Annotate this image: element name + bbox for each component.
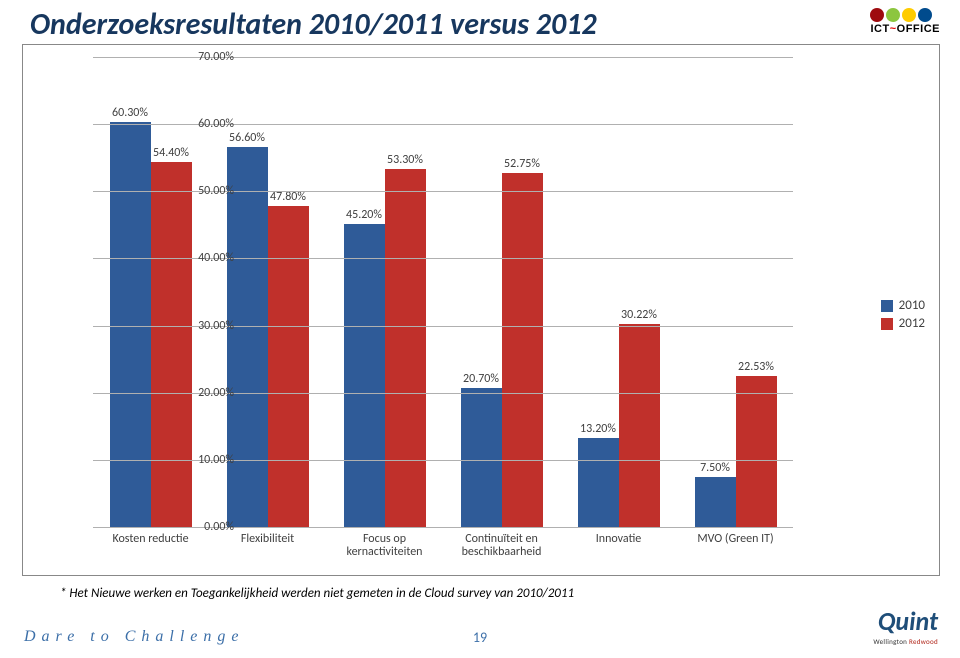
ict-ball xyxy=(886,8,900,22)
y-axis-label: 70.00% xyxy=(174,50,234,64)
x-axis-label: Focus opkernactiviteiten xyxy=(347,533,423,559)
bar-value-label: 13.20% xyxy=(580,422,616,436)
bar-value-label: 54.40% xyxy=(153,146,189,160)
quint-logo: Quint Wellington Redwood xyxy=(873,605,938,646)
ict-ball xyxy=(870,8,884,22)
x-axis-label: Flexibiliteit xyxy=(241,533,294,546)
legend-label: 2010 xyxy=(899,298,925,313)
ict-office-text: ICT~OFFICE xyxy=(870,23,940,35)
y-axis-label: 30.00% xyxy=(174,319,234,333)
bar-2012 xyxy=(268,206,309,527)
legend-item: 2012 xyxy=(881,316,925,331)
bar-value-label: 45.20% xyxy=(346,208,382,222)
bar-value-label: 56.60% xyxy=(229,131,265,145)
bar-value-label: 22.53% xyxy=(738,360,774,374)
chart-legend: 2010 2012 xyxy=(881,295,925,334)
dare-to-challenge: Dare to Challenge xyxy=(24,628,245,646)
bar-2010 xyxy=(695,477,736,527)
bar-2012 xyxy=(502,173,543,527)
quint-sub-b: Redwood xyxy=(909,637,938,646)
bar-value-label: 60.30% xyxy=(112,106,148,120)
bar-2010 xyxy=(110,122,151,527)
legend-label: 2012 xyxy=(899,316,925,331)
bar-2010 xyxy=(461,388,502,527)
ict-office-balls xyxy=(870,8,940,22)
ict-ball xyxy=(902,8,916,22)
bar-value-label: 7.50% xyxy=(700,461,730,475)
legend-swatch xyxy=(881,318,893,330)
bar-2010 xyxy=(227,147,268,527)
y-axis-label: 50.00% xyxy=(174,184,234,198)
bar-2012 xyxy=(151,162,192,527)
y-axis-label: 10.00% xyxy=(174,453,234,467)
ict-dash: ~ xyxy=(890,23,897,35)
y-axis-label: 20.00% xyxy=(174,386,234,400)
x-axis-label: Continuïteit enbeschikbaarheid xyxy=(462,533,542,559)
y-axis-label: 60.00% xyxy=(174,117,234,131)
x-axis-label: Innovatie xyxy=(596,533,641,546)
bar-2012 xyxy=(736,376,777,527)
bar-2010 xyxy=(344,224,385,527)
bar-2012 xyxy=(385,169,426,527)
ict-office-logo: ICT~OFFICE xyxy=(870,8,940,35)
bar-value-label: 30.22% xyxy=(621,308,657,322)
legend-item: 2010 xyxy=(881,298,925,313)
bar-value-label: 53.30% xyxy=(387,153,423,167)
x-axis-label: Kosten reductie xyxy=(112,533,188,546)
x-axis-label: MVO (Green IT) xyxy=(697,533,773,546)
slide-title: Onderzoeksresultaten 2010/2011 versus 20… xyxy=(30,6,597,43)
ict-post: OFFICE xyxy=(897,23,940,35)
ict-pre: ICT xyxy=(870,23,889,35)
ict-ball xyxy=(918,8,932,22)
quint-logo-main: Quint xyxy=(873,605,938,637)
quint-sub-a: Wellington xyxy=(873,637,909,646)
y-axis-label: 40.00% xyxy=(174,251,234,265)
page-number: 19 xyxy=(473,629,487,646)
footnote: * Het Nieuwe werken en Toegankelijkheid … xyxy=(60,586,574,601)
chart-container: 60.30%54.40%56.60%47.80%45.20%53.30%20.7… xyxy=(22,44,940,576)
bar-2010 xyxy=(578,438,619,527)
bar-value-label: 20.70% xyxy=(463,372,499,386)
quint-logo-sub: Wellington Redwood xyxy=(873,637,938,646)
legend-swatch xyxy=(881,300,893,312)
bar-value-label: 52.75% xyxy=(504,157,540,171)
bar-2012 xyxy=(619,324,660,527)
